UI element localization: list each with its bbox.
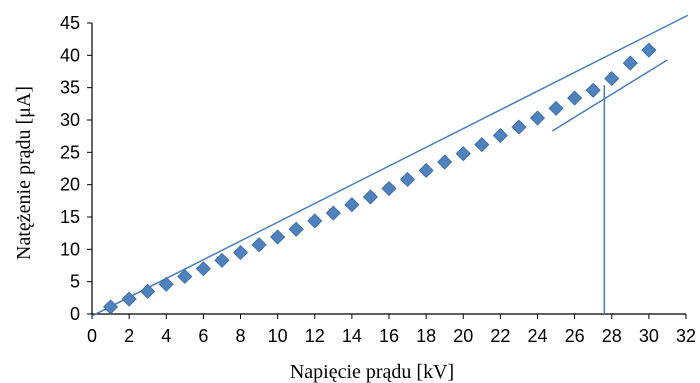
y-tick-label: 20 xyxy=(60,175,80,195)
data-point xyxy=(362,189,379,205)
fit-line xyxy=(91,14,689,317)
y-tick-label: 5 xyxy=(70,272,80,292)
data-point xyxy=(548,100,564,116)
data-point xyxy=(195,261,211,277)
y-tick-label: 45 xyxy=(60,13,80,33)
x-tick-label: 32 xyxy=(676,326,696,346)
y-axis-title: Natężenie prądu [μA] xyxy=(13,86,35,260)
x-tick-label: 14 xyxy=(342,326,362,346)
data-point xyxy=(140,283,156,299)
x-tick-label: 4 xyxy=(161,326,171,346)
x-tick-label: 6 xyxy=(198,326,208,346)
y-tick-label: 10 xyxy=(60,239,80,259)
chart-axes xyxy=(87,22,687,319)
data-point xyxy=(399,171,416,188)
data-point xyxy=(270,229,286,245)
data-points xyxy=(102,42,657,315)
x-tick-label: 8 xyxy=(235,326,245,346)
data-point xyxy=(214,252,230,268)
data-point xyxy=(585,82,601,98)
data-point xyxy=(437,154,453,170)
data-point xyxy=(307,213,323,229)
data-point xyxy=(567,90,583,106)
data-point xyxy=(641,42,657,58)
x-tick-label: 26 xyxy=(565,326,585,346)
data-point xyxy=(251,237,267,253)
y-tick-label: 0 xyxy=(70,304,80,324)
data-point xyxy=(344,197,360,213)
y-tick-label: 30 xyxy=(60,110,80,130)
data-point xyxy=(288,221,304,237)
fit-line xyxy=(551,59,668,132)
data-point xyxy=(474,137,490,153)
x-tick-label: 20 xyxy=(453,326,473,346)
x-tick-label: 30 xyxy=(639,326,659,346)
x-tick-label: 2 xyxy=(124,326,134,346)
data-point xyxy=(177,268,193,285)
x-tick-label: 0 xyxy=(87,326,97,346)
x-tick-label: 24 xyxy=(527,326,547,346)
data-point xyxy=(529,110,546,126)
x-tick-label: 22 xyxy=(490,326,510,346)
x-tick-label: 28 xyxy=(602,326,622,346)
data-point xyxy=(381,180,397,197)
x-tick-label: 18 xyxy=(416,326,436,346)
y-tick-label: 15 xyxy=(60,207,80,227)
data-point xyxy=(418,162,434,179)
data-point xyxy=(102,299,119,315)
data-point xyxy=(325,205,341,221)
data-point xyxy=(604,71,620,87)
data-point xyxy=(492,127,508,144)
data-point xyxy=(455,146,471,162)
data-point xyxy=(232,245,249,261)
fit-lines xyxy=(91,14,689,317)
x-tick-label: 12 xyxy=(305,326,325,346)
x-axis-title: Napięcie prądu [kV] xyxy=(290,361,454,383)
y-tick-label: 35 xyxy=(60,78,80,98)
data-point xyxy=(622,55,638,71)
data-point xyxy=(158,276,174,292)
data-point xyxy=(121,291,137,307)
data-point xyxy=(511,119,527,135)
y-tick-label: 40 xyxy=(60,45,80,65)
x-tick-label: 10 xyxy=(268,326,288,346)
y-tick-label: 25 xyxy=(60,142,80,162)
x-tick-label: 16 xyxy=(379,326,399,346)
